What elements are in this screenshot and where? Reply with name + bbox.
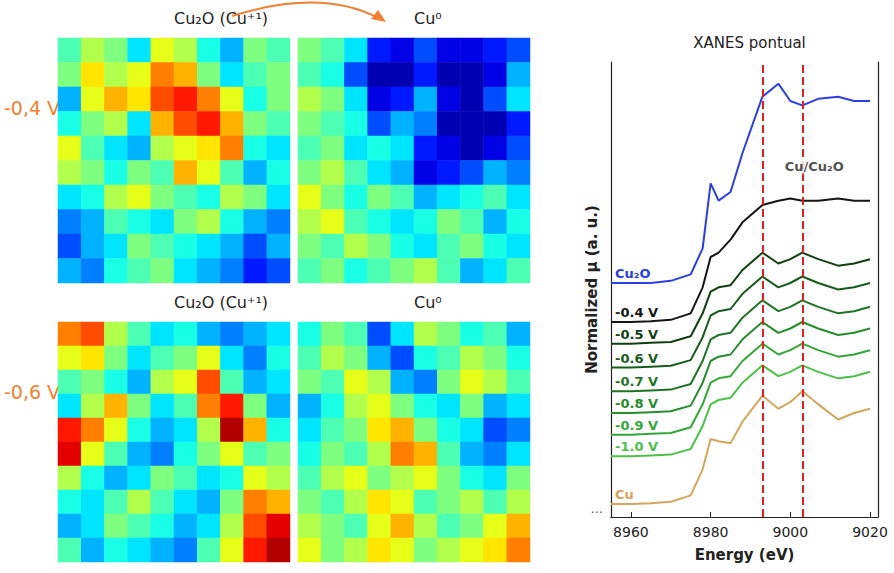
svg-text:-0,4 V: -0,4 V bbox=[4, 97, 60, 119]
svg-text:-0.7 V: -0.7 V bbox=[615, 374, 658, 389]
svg-text:Energy (eV): Energy (eV) bbox=[695, 546, 795, 564]
svg-text:8980: 8980 bbox=[693, 524, 729, 540]
svg-text:-0.6 V: -0.6 V bbox=[615, 351, 658, 366]
svg-text:Cu₂O: Cu₂O bbox=[615, 266, 651, 281]
svg-text:9000: 9000 bbox=[773, 524, 809, 540]
svg-text:Cu⁰: Cu⁰ bbox=[414, 293, 442, 312]
svg-text:Cu: Cu bbox=[615, 487, 634, 502]
svg-text:-1.0 V: -1.0 V bbox=[615, 439, 658, 454]
svg-text:-0.5 V: -0.5 V bbox=[615, 327, 658, 342]
svg-text:Cu₂O (Cu⁺¹): Cu₂O (Cu⁺¹) bbox=[174, 293, 268, 312]
svg-text:-0.9 V: -0.9 V bbox=[615, 418, 658, 433]
svg-text:-0.8 V: -0.8 V bbox=[615, 396, 658, 411]
svg-text:-0.4 V: -0.4 V bbox=[615, 305, 658, 320]
svg-text:...: ... bbox=[591, 501, 603, 516]
svg-text:-0,6 V: -0,6 V bbox=[4, 381, 60, 403]
svg-text:Cu₂O (Cu⁺¹): Cu₂O (Cu⁺¹) bbox=[174, 9, 268, 28]
svg-text:XANES pontual: XANES pontual bbox=[693, 34, 805, 52]
svg-text:8960: 8960 bbox=[613, 524, 649, 540]
svg-text:9020: 9020 bbox=[852, 524, 888, 540]
svg-text:Cu⁰: Cu⁰ bbox=[414, 9, 442, 28]
svg-text:Normalized μ (a. u.): Normalized μ (a. u.) bbox=[583, 205, 601, 374]
svg-text:Cu/Cu₂O: Cu/Cu₂O bbox=[785, 159, 844, 174]
